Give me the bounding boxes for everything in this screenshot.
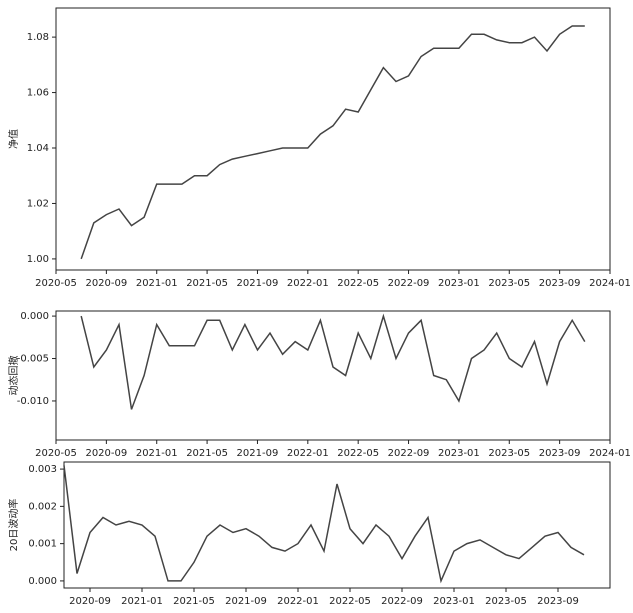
x-tick-label: 2024-01 xyxy=(589,278,631,289)
y-tick-label: 1.06 xyxy=(27,88,49,99)
x-tick-label: 2021-09 xyxy=(225,596,267,607)
x-tick-label: 2022-01 xyxy=(277,596,319,607)
x-tick-label: 2023-09 xyxy=(539,278,581,289)
x-tick-label: 2020-09 xyxy=(69,596,111,607)
x-tick-label: 2022-05 xyxy=(329,596,371,607)
y-tick-label: 0.001 xyxy=(28,539,57,550)
x-tick-label: 2021-05 xyxy=(173,596,215,607)
x-tick-label: 2021-09 xyxy=(237,278,279,289)
y-tick-label: 0.002 xyxy=(28,501,57,512)
axes-frame xyxy=(55,310,611,441)
x-tick-label: 2020-09 xyxy=(85,448,127,459)
x-tick-label: 2021-05 xyxy=(186,278,228,289)
y-tick-label: 0.003 xyxy=(28,464,57,475)
y-tick-label: -0.005 xyxy=(17,354,49,365)
x-tick-label: 2021-05 xyxy=(186,448,228,459)
line xyxy=(80,25,585,260)
y-axis-label: 净值 xyxy=(7,129,20,149)
axes-frame xyxy=(55,7,611,271)
x-tick-label: 2022-05 xyxy=(337,448,379,459)
x-tick-label: 2020-05 xyxy=(35,448,77,459)
y-tick-label: 1.00 xyxy=(27,254,49,265)
x-tick-label: 2023-09 xyxy=(537,596,579,607)
x-tick-label: 2021-09 xyxy=(237,448,279,459)
x-tick-label: 2023-05 xyxy=(485,596,527,607)
x-tick-label: 2021-01 xyxy=(121,596,163,607)
y-tick-label: 1.08 xyxy=(27,32,49,43)
x-tick-label: 2022-09 xyxy=(388,448,430,459)
y-tick-label: -0.010 xyxy=(17,396,49,407)
x-tick-label: 2022-01 xyxy=(287,278,329,289)
x-tick-label: 2022-09 xyxy=(381,596,423,607)
x-tick-label: 2024-01 xyxy=(589,448,631,459)
line xyxy=(63,465,585,584)
y-tick-label: 0.000 xyxy=(20,311,49,322)
x-tick-label: 2020-09 xyxy=(85,278,127,289)
y-axis-label: 20日波动率 xyxy=(7,499,20,552)
x-tick-label: 2023-01 xyxy=(438,448,480,459)
x-tick-label: 2023-01 xyxy=(433,596,475,607)
y-axis-label: 动态回撤 xyxy=(7,356,20,396)
y-tick-label: 1.02 xyxy=(27,198,49,209)
axes-frame xyxy=(63,461,611,589)
line xyxy=(80,313,586,410)
x-tick-label: 2023-09 xyxy=(539,448,581,459)
x-tick-label: 2022-05 xyxy=(337,278,379,289)
x-tick-label: 2022-09 xyxy=(388,278,430,289)
x-tick-label: 2023-05 xyxy=(488,448,530,459)
x-tick-label: 2021-01 xyxy=(136,278,178,289)
x-tick-label: 2023-05 xyxy=(488,278,530,289)
y-tick-label: 1.04 xyxy=(27,143,49,154)
x-tick-label: 2020-05 xyxy=(35,278,77,289)
x-tick-label: 2021-01 xyxy=(136,448,178,459)
x-tick-label: 2022-01 xyxy=(287,448,329,459)
x-tick-label: 2023-01 xyxy=(438,278,480,289)
y-tick-label: 0.000 xyxy=(28,576,57,587)
